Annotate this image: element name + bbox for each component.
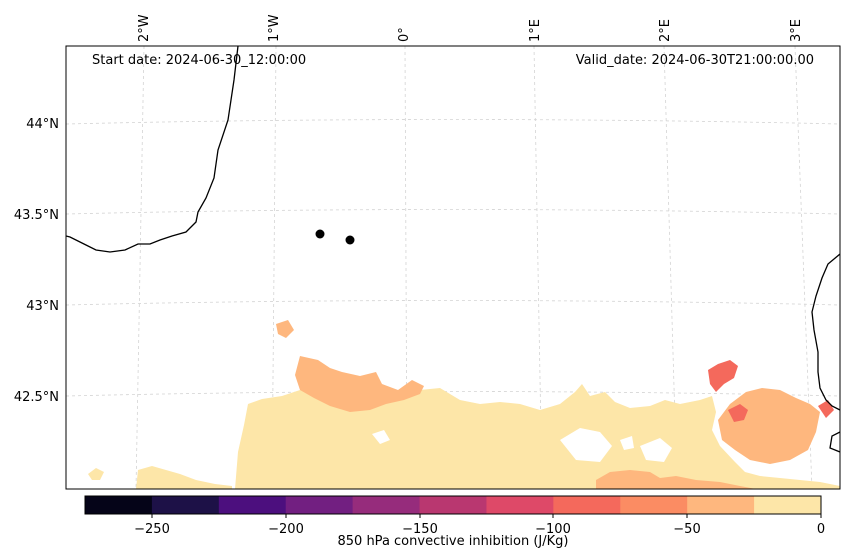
cin-field-weak-far-west <box>88 468 104 480</box>
cin-field-gap-1 <box>560 428 612 462</box>
map-area <box>66 46 840 489</box>
colorbar-bin-5 <box>419 496 487 514</box>
valid-date-label: Valid_date: 2024-06-30T21:00:00.00 <box>576 53 814 68</box>
lon-tick-2e: 2°E <box>658 19 673 42</box>
marker-point-2 <box>345 235 355 245</box>
lat-tick-43n: 43°N <box>26 299 59 314</box>
colorbar-tick-label: 0 <box>817 522 825 537</box>
coastlines <box>66 46 840 453</box>
colorbar-tick-label: −150 <box>402 522 438 537</box>
lon-tick-3e: 3°E <box>789 19 804 42</box>
cin-field-strong-ne <box>708 360 738 392</box>
meridian-1w <box>271 46 277 489</box>
coastline-east-edge <box>829 431 840 453</box>
colorbar-bin-4 <box>352 496 421 514</box>
meridian-0 <box>404 46 408 489</box>
colorbar-bin-2 <box>218 496 287 514</box>
colorbar-bins <box>85 496 822 514</box>
colorbar-bin-3 <box>285 496 354 514</box>
cin-field-gap-2 <box>640 438 672 462</box>
cin-field-moderate-islet <box>276 320 294 338</box>
colorbar-title: 850 hPa convective inhibition (J/Kg) <box>338 534 569 549</box>
colorbar-bin-7 <box>553 496 621 514</box>
colorbar-bin-0 <box>85 496 153 514</box>
colorbar-bin-6 <box>486 496 554 514</box>
colorbar-bin-10 <box>754 496 822 514</box>
lat-tick-44n: 44°N <box>26 117 59 132</box>
colorbar-tick-label: −200 <box>268 522 304 537</box>
colorbar-tick-label: −100 <box>535 522 571 537</box>
cin-field-weak-main <box>235 384 840 489</box>
map-frame <box>65 45 841 490</box>
cin-field-moderate-north <box>295 356 424 412</box>
lon-tick-2w: 2°W <box>137 14 152 42</box>
cin-field-strong-edge <box>818 400 834 418</box>
cin-field-moderate-east <box>718 388 820 464</box>
colorbar-tick-label: −50 <box>673 522 700 537</box>
colorbar-bin-9 <box>687 496 755 514</box>
cin-field-moderate-south <box>596 470 756 489</box>
colorbar-frame <box>84 495 822 515</box>
coastline-mediterranean <box>811 253 840 411</box>
meridian-2e <box>663 46 678 489</box>
parallel-43n <box>66 300 840 306</box>
colorbar-bin-8 <box>620 496 688 514</box>
parallel-42-5n <box>66 391 840 397</box>
parallel-44n <box>66 119 840 125</box>
meridian-3e <box>794 46 813 489</box>
meridian-2w <box>135 46 145 489</box>
lon-tick-labels: 2°W 1°W 0° 1°E 2°E 3°E <box>137 14 804 42</box>
coastline-bay-of-biscay <box>66 46 239 253</box>
lon-tick-1w: 1°W <box>267 14 282 42</box>
lat-tick-43-5n: 43.5°N <box>14 208 59 223</box>
cin-field-gap-4 <box>620 436 634 450</box>
start-date-label: Start date: 2024-06-30_12:00:00 <box>92 53 306 68</box>
cin-field-weak-west <box>136 466 232 489</box>
cin-field-strong-east <box>728 404 748 422</box>
colorbar-bin-1 <box>151 496 220 514</box>
cin-field-gap-3 <box>372 430 390 444</box>
parallel-43-5n <box>66 209 840 215</box>
lat-tick-labels: 44°N 43.5°N 43°N 42.5°N <box>14 117 59 405</box>
gridlines <box>66 46 840 489</box>
lat-tick-42-5n: 42.5°N <box>14 390 59 405</box>
lon-tick-0: 0° <box>397 27 412 42</box>
colorbar-tick-label: −250 <box>134 522 170 537</box>
cin-field <box>88 320 840 489</box>
lon-tick-1e: 1°E <box>528 19 543 42</box>
marker-point-1 <box>315 229 325 239</box>
colorbar: −250 −200 −150 −100 −50 0 850 hPa convec… <box>84 495 825 549</box>
colorbar-ticks <box>151 514 822 518</box>
